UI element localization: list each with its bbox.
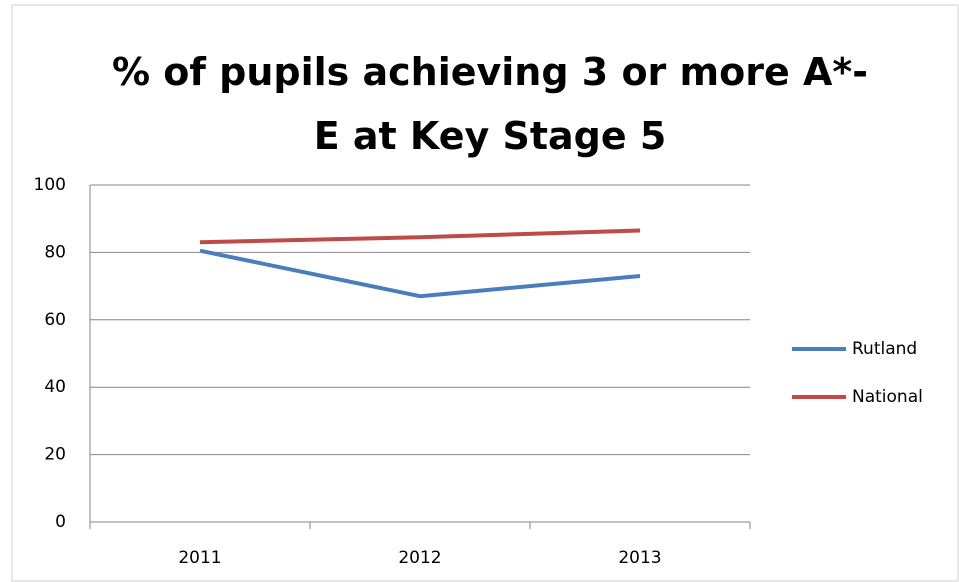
x-tick-label: 2012 <box>398 548 441 568</box>
series-line <box>199 228 641 245</box>
legend-label: Rutland <box>852 339 917 359</box>
y-tick-label: 40 <box>44 377 66 397</box>
chart-border <box>11 4 959 582</box>
y-tick-label: 80 <box>44 242 66 262</box>
x-tick-label: 2013 <box>618 548 661 568</box>
chart-title: % of pupils achieving 3 or more A*-E at … <box>111 50 869 158</box>
y-tick-label: 60 <box>44 310 66 330</box>
legend-label: National <box>852 387 923 407</box>
y-tick-label: 100 <box>34 175 66 195</box>
series-line <box>199 248 641 299</box>
y-tick-label: 20 <box>44 445 66 465</box>
y-tick-label: 0 <box>55 512 66 532</box>
x-tick-label: 2011 <box>178 548 221 568</box>
